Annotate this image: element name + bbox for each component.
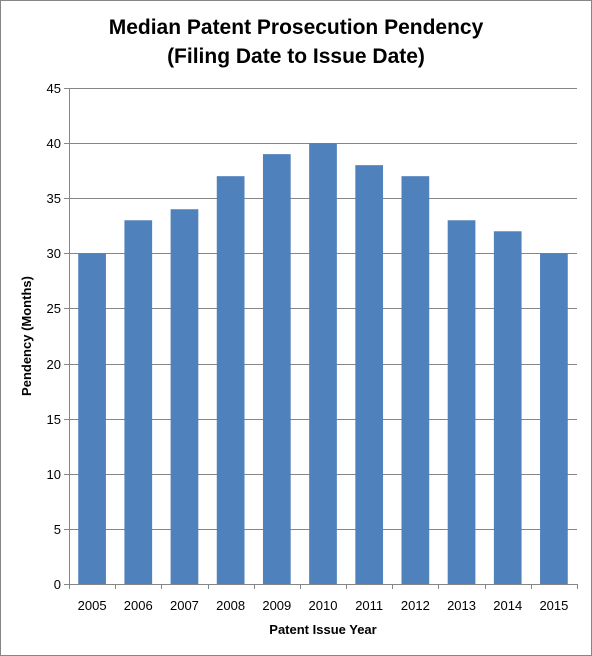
y-axis-title: Pendency (Months) [19, 276, 34, 396]
x-tick-label: 2012 [401, 598, 430, 613]
x-tick-labels: 2005 2006 2007 2008 2009 2010 2011 2012 2013 2014… [70, 584, 578, 613]
y-tick-labels: 0 5 10 15 20 25 30 35 40 45 [47, 81, 69, 592]
x-tick-label: 2009 [262, 598, 291, 613]
bar-2013 [448, 220, 476, 584]
x-tick-label: 2011 [355, 598, 383, 613]
x-tick-label: 2010 [309, 598, 338, 613]
y-tick-label: 5 [54, 522, 61, 537]
x-tick-label: 2013 [447, 598, 476, 613]
y-tick-label: 45 [47, 81, 61, 96]
x-axis-title: Patent Issue Year [269, 622, 376, 637]
bar-2008 [217, 176, 245, 584]
x-tick-label: 2008 [216, 598, 245, 613]
y-tick-label: 10 [47, 467, 61, 482]
bars [78, 143, 568, 584]
y-tick-label: 20 [47, 357, 61, 372]
x-tick-label: 2006 [124, 598, 153, 613]
bar-2014 [494, 231, 522, 584]
x-tick-label: 2015 [539, 598, 568, 613]
x-tick-label: 2014 [493, 598, 522, 613]
bar-2012 [402, 176, 430, 584]
x-tick-label: 2007 [170, 598, 199, 613]
y-tick-label: 30 [47, 246, 61, 261]
x-tick-label: 2005 [78, 598, 107, 613]
bar-2015 [540, 253, 568, 584]
bar-2006 [124, 220, 152, 584]
bar-2009 [263, 154, 291, 584]
y-tick-label: 0 [54, 577, 61, 592]
bar-2010 [309, 143, 337, 584]
y-tick-label: 15 [47, 412, 61, 427]
bar-2011 [355, 165, 383, 584]
y-tick-label: 25 [47, 301, 61, 316]
bar-2007 [171, 209, 199, 584]
bar-2005 [78, 253, 106, 584]
y-tick-label: 35 [47, 191, 61, 206]
y-tick-label: 40 [47, 136, 61, 151]
